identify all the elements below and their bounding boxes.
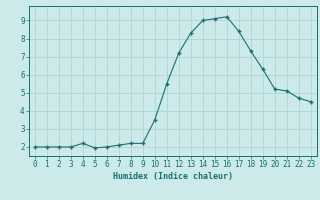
X-axis label: Humidex (Indice chaleur): Humidex (Indice chaleur) xyxy=(113,172,233,181)
